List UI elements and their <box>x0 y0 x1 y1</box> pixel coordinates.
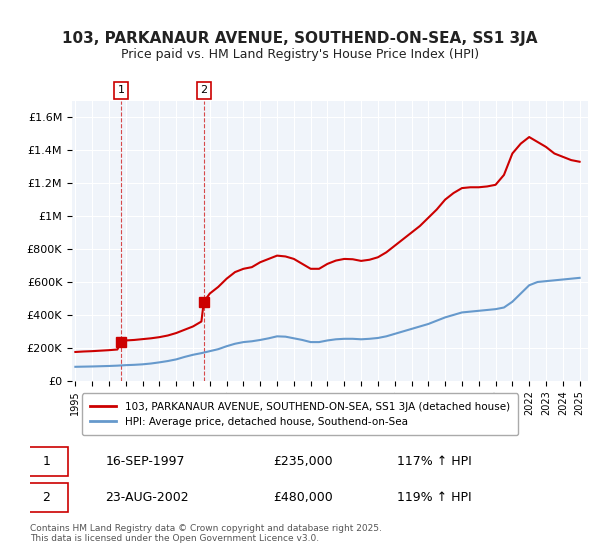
Text: 2: 2 <box>42 491 50 504</box>
HPI: Average price, detached house, Southend-on-Sea: (2.01e+03, 2.6e+05): Average price, detached house, Southend-… <box>374 335 382 342</box>
Line: HPI: Average price, detached house, Southend-on-Sea: HPI: Average price, detached house, Sout… <box>76 278 580 367</box>
Text: £480,000: £480,000 <box>273 491 333 504</box>
HPI: Average price, detached house, Southend-on-Sea: (2.02e+03, 4.8e+05): Average price, detached house, Southend-… <box>509 298 516 305</box>
103, PARKANAUR AVENUE, SOUTHEND-ON-SEA, SS1 3JA (detached house) <box>215 283 222 290</box>
Text: £235,000: £235,000 <box>273 455 332 468</box>
103, PARKANAUR AVENUE, SOUTHEND-ON-SEA, SS1 3JA (detached house) <box>200 298 208 305</box>
HPI: Average price, detached house, Southend-on-Sea: (2.01e+03, 2.55e+05): Average price, detached house, Southend-… <box>341 335 348 342</box>
Line: 103, PARKANAUR AVENUE, SOUTHEND-ON-SEA, SS1 3JA (detached house): 103, PARKANAUR AVENUE, SOUTHEND-ON-SEA, … <box>76 137 580 352</box>
103, PARKANAUR AVENUE, SOUTHEND-ON-SEA, SS1 3JA (detached house) <box>416 223 424 230</box>
HPI: Average price, detached house, Southend-on-Sea: (2.01e+03, 2.4e+05): Average price, detached house, Southend-… <box>248 338 256 344</box>
103, PARKANAUR AVENUE, SOUTHEND-ON-SEA, SS1 3JA (detached house) <box>568 157 575 164</box>
103, PARKANAUR AVENUE, SOUTHEND-ON-SEA, SS1 3JA (detached house) <box>576 158 583 165</box>
Text: 16-SEP-1997: 16-SEP-1997 <box>106 455 185 468</box>
103, PARKANAUR AVENUE, SOUTHEND-ON-SEA, SS1 3JA (detached house) <box>299 260 306 267</box>
103, PARKANAUR AVENUE, SOUTHEND-ON-SEA, SS1 3JA (detached house) <box>526 134 533 141</box>
FancyBboxPatch shape <box>25 483 68 512</box>
HPI: Average price, detached house, Southend-on-Sea: (2e+03, 1.3e+05): Average price, detached house, Southend-… <box>173 356 180 363</box>
103, PARKANAUR AVENUE, SOUTHEND-ON-SEA, SS1 3JA (detached house) <box>72 349 79 356</box>
Text: 119% ↑ HPI: 119% ↑ HPI <box>397 491 472 504</box>
Text: 117% ↑ HPI: 117% ↑ HPI <box>397 455 472 468</box>
Text: Contains HM Land Registry data © Crown copyright and database right 2025.
This d: Contains HM Land Registry data © Crown c… <box>30 524 382 543</box>
Legend: 103, PARKANAUR AVENUE, SOUTHEND-ON-SEA, SS1 3JA (detached house), HPI: Average p: 103, PARKANAUR AVENUE, SOUTHEND-ON-SEA, … <box>82 394 518 435</box>
Text: 1: 1 <box>118 85 124 95</box>
Text: 23-AUG-2002: 23-AUG-2002 <box>106 491 189 504</box>
103, PARKANAUR AVENUE, SOUTHEND-ON-SEA, SS1 3JA (detached house) <box>316 265 323 272</box>
HPI: Average price, detached house, Southend-on-Sea: (2e+03, 1.58e+05): Average price, detached house, Southend-… <box>190 352 197 358</box>
Text: 1: 1 <box>42 455 50 468</box>
Text: Price paid vs. HM Land Registry's House Price Index (HPI): Price paid vs. HM Land Registry's House … <box>121 48 479 60</box>
HPI: Average price, detached house, Southend-on-Sea: (2e+03, 8.5e+04): Average price, detached house, Southend-… <box>72 363 79 370</box>
HPI: Average price, detached house, Southend-on-Sea: (2.02e+03, 6.25e+05): Average price, detached house, Southend-… <box>576 274 583 281</box>
Text: 2: 2 <box>200 85 208 95</box>
Text: 103, PARKANAUR AVENUE, SOUTHEND-ON-SEA, SS1 3JA: 103, PARKANAUR AVENUE, SOUTHEND-ON-SEA, … <box>62 31 538 46</box>
FancyBboxPatch shape <box>25 447 68 476</box>
